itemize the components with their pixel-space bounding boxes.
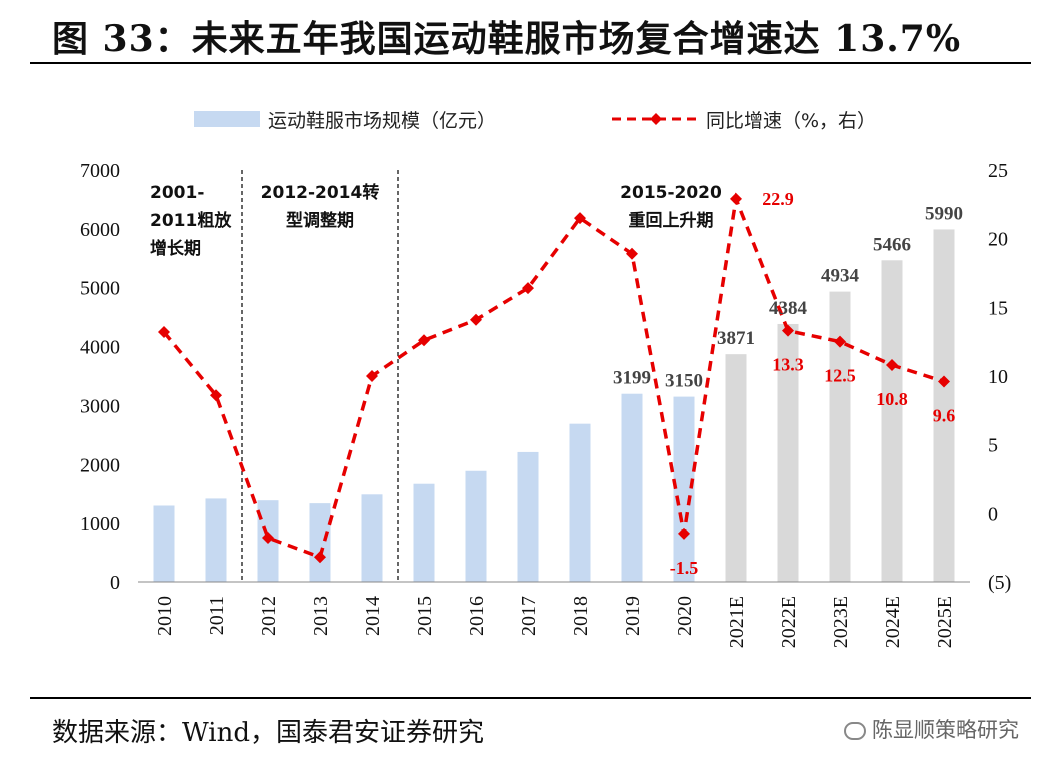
page-title: 图 33：未来五年我国运动鞋服市场复合增速达 13.7%	[52, 18, 962, 60]
x-tick-label: 2015	[414, 596, 436, 636]
growth-value-label: 12.5	[824, 366, 856, 386]
source-divider	[30, 697, 1031, 699]
x-tick-label: 2014	[362, 596, 384, 636]
x-tick-label: 2013	[310, 596, 332, 636]
bar	[465, 470, 487, 582]
bar	[153, 505, 175, 582]
period-label: 2011粗放	[150, 210, 232, 231]
period-label: 重回上升期	[629, 210, 714, 231]
period-label: 2012-2014转	[261, 182, 380, 203]
bar-value-label: 3199	[613, 368, 651, 389]
y-right-tick-label: 10	[988, 366, 1008, 388]
period-label: 增长期	[150, 238, 201, 259]
legend-bar-swatch	[194, 111, 260, 127]
watermark-text: 陈显顺策略研究	[872, 718, 1019, 742]
y-right-tick-label: 20	[988, 229, 1008, 251]
x-tick-label: 2017	[518, 596, 540, 636]
bar	[881, 260, 903, 582]
period-label: 2001-	[150, 183, 204, 203]
x-tick-label: 2025E	[934, 596, 956, 648]
growth-line	[162, 192, 945, 560]
growth-marker	[574, 212, 586, 225]
growth-marker	[262, 532, 274, 545]
x-tick-label: 2011	[206, 596, 228, 635]
watermark: 陈显顺策略研究	[844, 714, 1019, 744]
bar	[413, 483, 435, 582]
period-label: 2015-2020	[620, 183, 722, 203]
title-divider	[30, 62, 1031, 64]
bar-value-label: 4384	[769, 298, 808, 319]
growth-marker	[886, 359, 898, 372]
growth-value-label: 22.9	[762, 189, 794, 209]
bar	[673, 396, 695, 582]
growth-marker	[366, 370, 378, 382]
x-tick-label: 2016	[466, 596, 488, 636]
y-left-tick-label: 1000	[80, 513, 120, 535]
growth-value-label: 13.3	[772, 355, 804, 375]
x-tick-label: 2010	[154, 596, 176, 636]
x-tick-label: 2024E	[882, 596, 904, 648]
legend-bar-label: 运动鞋服市场规模（亿元）	[268, 110, 496, 132]
y-right-tick-label: (5)	[988, 572, 1011, 594]
growth-marker	[314, 551, 326, 564]
bar	[725, 354, 747, 582]
x-tick-label: 2019	[622, 596, 644, 636]
x-tick-label: 2023E	[830, 596, 852, 648]
bar	[517, 451, 539, 582]
growth-marker	[158, 326, 170, 339]
x-tick-label: 2018	[570, 596, 592, 636]
wechat-icon	[844, 722, 866, 740]
x-tick-label: 2012	[258, 596, 280, 636]
growth-value-label: -1.5	[670, 558, 699, 578]
growth-marker	[938, 375, 950, 388]
bar-value-label: 3150	[665, 371, 703, 392]
growth-marker	[418, 334, 430, 347]
y-right-tick-label: 15	[988, 297, 1008, 319]
x-tick-label: 2021E	[726, 596, 748, 648]
x-tick-label: 2020	[674, 596, 696, 636]
y-left-tick-label: 4000	[80, 337, 120, 359]
y-left-tick-label: 2000	[80, 454, 120, 476]
growth-value-label: 9.6	[933, 405, 956, 425]
y-left-tick-label: 3000	[80, 395, 120, 417]
legend: 运动鞋服市场规模（亿元） 同比增速（%，右）	[194, 110, 876, 132]
y-left-tick-label: 0	[110, 572, 120, 594]
legend-diamond-marker	[650, 113, 662, 125]
y-right-tick-label: 0	[988, 503, 998, 525]
growth-marker	[522, 282, 534, 295]
period-label: 型调整期	[286, 210, 354, 231]
bar	[569, 423, 591, 582]
growth-marker	[782, 324, 794, 337]
y-left-tick-label: 7000	[80, 160, 120, 182]
growth-value-label: 10.8	[876, 389, 908, 409]
bar	[621, 393, 643, 582]
bar	[205, 498, 227, 582]
bar	[777, 323, 799, 582]
legend-line-label: 同比增速（%，右）	[706, 110, 876, 132]
growth-marker	[210, 389, 222, 402]
y-left-tick-label: 5000	[80, 278, 120, 300]
y-left-tick-label: 6000	[80, 219, 120, 241]
source-note: 数据来源：Wind，国泰君安证券研究	[52, 718, 484, 748]
bar	[933, 229, 955, 582]
bar	[361, 494, 383, 582]
bar-value-label: 5990	[925, 203, 963, 224]
growth-marker	[834, 335, 846, 348]
growth-marker	[730, 192, 742, 205]
y-right-tick-label: 25	[988, 160, 1008, 182]
bar	[309, 503, 331, 582]
growth-marker	[470, 313, 482, 326]
growth-marker	[626, 247, 638, 260]
bar	[829, 291, 851, 582]
bar-value-label: 5466	[873, 234, 911, 255]
bar-value-label: 3871	[717, 328, 755, 349]
x-tick-label: 2022E	[778, 596, 800, 648]
bar-value-label: 4934	[821, 266, 860, 287]
growth-marker	[678, 527, 690, 540]
y-right-tick-label: 5	[988, 435, 998, 457]
